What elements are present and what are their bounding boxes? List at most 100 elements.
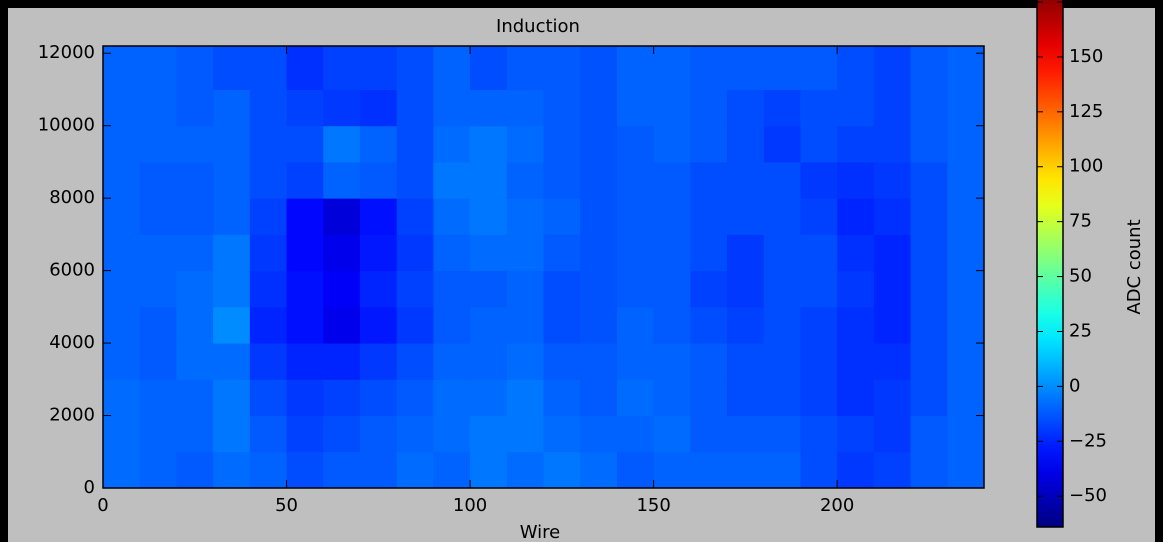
- heatmap-cell: [837, 161, 875, 199]
- colorbar-tick-label: −25: [1069, 430, 1107, 451]
- heatmap-cell: [800, 46, 838, 90]
- heatmap-cell: [543, 379, 581, 417]
- heatmap-cell: [616, 234, 655, 272]
- heatmap-cell: [176, 125, 214, 163]
- heatmap-cell: [910, 379, 948, 417]
- heatmap-cell: [433, 89, 471, 127]
- heatmap-cell: [323, 451, 361, 489]
- y-tick-label: 4000: [49, 332, 95, 353]
- heatmap-cell: [727, 306, 765, 344]
- heatmap-cell: [433, 270, 471, 308]
- heatmap-cell: [359, 379, 398, 417]
- heatmap-cell: [690, 46, 728, 90]
- heatmap-cell: [470, 46, 508, 90]
- heatmap-cell: [433, 415, 471, 453]
- heatmap-cell: [653, 46, 691, 90]
- heatmap-cell: [470, 415, 508, 453]
- heatmap-cell: [727, 46, 765, 90]
- heatmap-cell: [433, 306, 471, 344]
- heatmap-cell: [873, 379, 912, 417]
- heatmap-cell: [873, 198, 912, 235]
- heatmap-cell: [103, 343, 141, 380]
- heatmap-cell: [103, 161, 141, 199]
- heatmap-cell: [947, 306, 985, 344]
- heatmap-cell: [139, 234, 177, 272]
- heatmap-cell: [580, 89, 618, 127]
- heatmap-cell: [910, 415, 948, 453]
- heatmap-cell: [616, 379, 655, 417]
- heatmap-cell: [763, 451, 801, 489]
- heatmap-cell: [506, 379, 544, 417]
- heatmap-cell: [323, 125, 361, 163]
- heatmap-cell: [837, 415, 875, 453]
- heatmap-cell: [323, 198, 361, 235]
- heatmap-cell: [323, 415, 361, 453]
- heatmap-cell: [470, 343, 508, 380]
- heatmap-cell: [213, 46, 251, 90]
- heatmap-cell: [543, 125, 581, 163]
- heatmap-cell: [506, 125, 544, 163]
- heatmap-cell: [139, 161, 177, 199]
- heatmap-cell: [690, 306, 728, 344]
- heatmap-cell: [286, 306, 324, 344]
- heatmap: [103, 46, 985, 489]
- heatmap-cell: [837, 343, 875, 380]
- heatmap-cell: [176, 46, 214, 90]
- colorbar-tick-label: 50: [1069, 266, 1092, 287]
- heatmap-cell: [139, 125, 177, 163]
- heatmap-cell: [176, 89, 214, 127]
- heatmap-cell: [139, 46, 177, 90]
- heatmap-cell: [763, 343, 801, 380]
- heatmap-cell: [543, 46, 581, 90]
- heatmap-cell: [947, 379, 985, 417]
- heatmap-cell: [396, 379, 434, 417]
- y-tick-label: 8000: [49, 187, 95, 208]
- heatmap-cell: [359, 451, 398, 489]
- heatmap-cell: [359, 46, 398, 90]
- heatmap-cell: [103, 270, 141, 308]
- heatmap-cell: [580, 234, 618, 272]
- heatmap-cell: [470, 125, 508, 163]
- heatmap-cell: [543, 198, 581, 235]
- heatmap-cell: [323, 306, 361, 344]
- heatmap-cell: [176, 379, 214, 417]
- heatmap-cell: [470, 306, 508, 344]
- heatmap-cell: [690, 161, 728, 199]
- heatmap-cell: [910, 451, 948, 489]
- heatmap-cell: [910, 46, 948, 90]
- heatmap-cell: [616, 161, 655, 199]
- heatmap-cell: [506, 415, 544, 453]
- heatmap-cell: [506, 343, 544, 380]
- heatmap-cell: [286, 234, 324, 272]
- heatmap-cell: [176, 270, 214, 308]
- heatmap-cell: [947, 198, 985, 235]
- heatmap-cell: [359, 125, 398, 163]
- heatmap-cell: [763, 46, 801, 90]
- heatmap-cell: [543, 161, 581, 199]
- heatmap-cell: [359, 415, 398, 453]
- heatmap-cell: [359, 89, 398, 127]
- colorbar-tick-label: 150: [1069, 46, 1103, 67]
- heatmap-cell: [727, 451, 765, 489]
- heatmap-cell: [103, 46, 141, 90]
- heatmap-cell: [690, 270, 728, 308]
- heatmap-cell: [616, 125, 655, 163]
- colorbar-label: ADC count: [1124, 219, 1145, 314]
- heatmap-cell: [249, 379, 288, 417]
- heatmap-cell: [103, 451, 141, 489]
- heatmap-cell: [323, 89, 361, 127]
- heatmap-cell: [433, 46, 471, 90]
- heatmap-cell: [213, 198, 251, 235]
- colorbar-tick-label: 25: [1069, 320, 1092, 341]
- heatmap-cell: [139, 451, 177, 489]
- colorbar-tick-label: 75: [1069, 211, 1092, 232]
- heatmap-cell: [763, 89, 801, 127]
- heatmap-cell: [506, 198, 544, 235]
- chart-title: Induction: [496, 16, 580, 37]
- heatmap-cell: [910, 306, 948, 344]
- heatmap-cell: [653, 343, 691, 380]
- heatmap-cell: [947, 46, 985, 90]
- heatmap-cell: [690, 234, 728, 272]
- x-tick-label: 0: [97, 495, 108, 516]
- heatmap-cell: [873, 89, 912, 127]
